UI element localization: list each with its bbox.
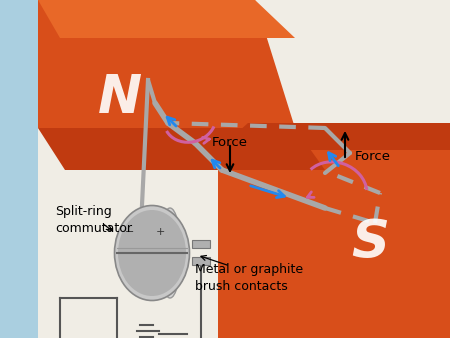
Polygon shape [218, 123, 450, 150]
Text: S: S [351, 217, 389, 269]
Ellipse shape [114, 206, 189, 300]
Text: Split-ring
commutator: Split-ring commutator [55, 205, 132, 235]
Bar [192, 240, 210, 248]
Bar [192, 257, 210, 265]
Text: Force: Force [212, 136, 248, 149]
Text: −: − [125, 227, 135, 237]
Text: Metal or graphite
brush contacts: Metal or graphite brush contacts [195, 263, 303, 293]
Text: N: N [98, 72, 142, 124]
Ellipse shape [159, 208, 181, 298]
Polygon shape [38, 128, 325, 170]
Polygon shape [38, 0, 295, 128]
Text: +: + [155, 227, 165, 237]
Polygon shape [38, 0, 295, 38]
Polygon shape [218, 150, 450, 338]
Ellipse shape [118, 210, 186, 296]
Text: Force: Force [355, 150, 391, 163]
Bar [0, 0, 38, 338]
